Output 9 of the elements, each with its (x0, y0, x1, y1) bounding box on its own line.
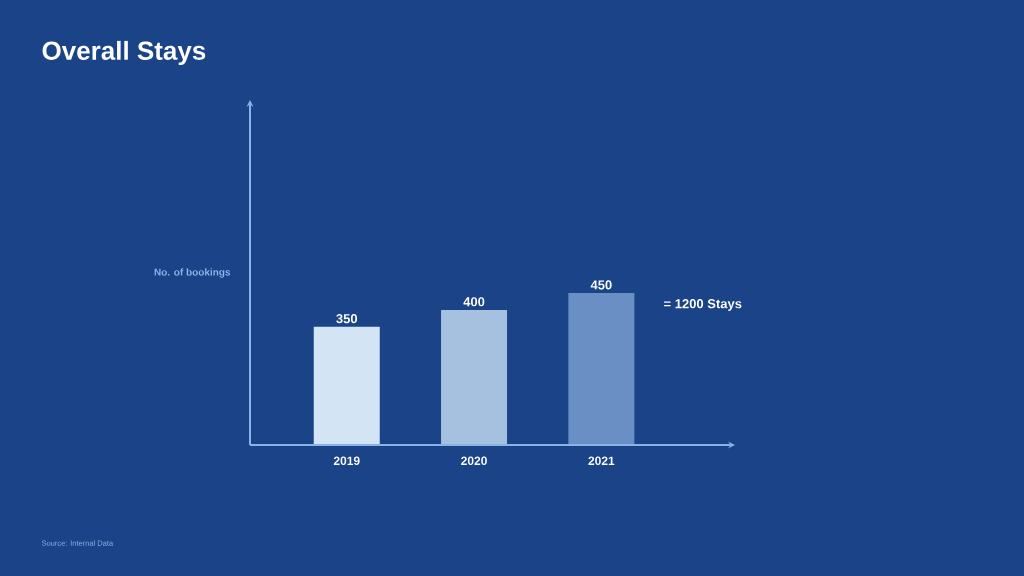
x-tick-label: 2021 (588, 456, 615, 466)
data-label: 400 (463, 297, 485, 307)
chart-title: Overall Stays (42, 40, 206, 66)
x-tick-label: 2019 (333, 456, 360, 466)
data-label: 450 (590, 280, 612, 290)
annotation: = 1200 Stays (664, 299, 742, 311)
x-tick-label: 2020 (461, 456, 487, 466)
y-axis-title: No. of bookings (154, 268, 231, 278)
data-label: 350 (336, 314, 358, 324)
